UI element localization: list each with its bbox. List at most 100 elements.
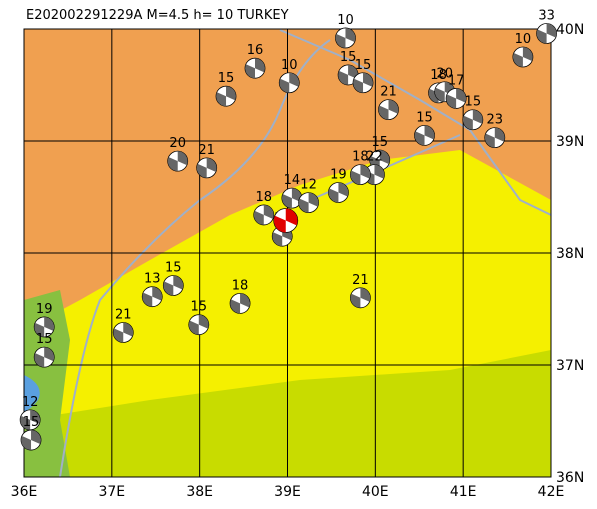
x-tick-label: 37E [98,484,125,500]
ball-quadrant [378,105,389,120]
beachball [141,286,163,308]
ball-quadrant [350,293,361,308]
ball-quadrant [494,127,505,142]
ball-quadrant [253,210,264,225]
depth-label: 15 [371,135,388,150]
ball-quadrant [31,430,41,445]
ball-quadrant [272,232,283,247]
x-tick-label: 39E [274,484,301,500]
ball-quadrant [350,170,361,185]
beachball [33,346,55,368]
depth-label: 15 [165,260,182,275]
depth-label: 12 [300,178,317,193]
ball-quadrant [298,198,309,213]
beachball [512,46,534,68]
ball-quadrant [462,115,473,130]
ball-quadrant [167,157,178,172]
beachball [462,109,484,131]
depth-label: 12 [22,395,39,410]
ball-quadrant [34,322,45,337]
beachball [188,314,210,336]
ball-quadrant [338,70,349,85]
ball-quadrant [328,188,339,203]
depth-label: 19 [330,168,347,183]
ball-quadrant [34,353,45,368]
depth-label: 15 [416,110,433,125]
ball-quadrant [230,299,241,314]
y-tick-label: 37N [556,358,584,374]
ball-quadrant [513,53,523,67]
beachball [167,150,189,172]
depth-label: 15 [36,332,53,347]
ball-quadrant [456,88,466,103]
ball-quadrant [472,109,483,124]
ball-quadrant [289,72,300,87]
depth-label: 18 [256,190,273,205]
ball-quadrant [279,78,290,93]
depth-label: 18 [232,278,249,293]
beachball [352,72,374,94]
ball-quadrant [163,281,174,296]
beachball [445,88,467,109]
y-tick-label: 36N [556,470,584,486]
beachball [536,23,558,44]
beachball [484,127,506,149]
beachball [328,182,349,203]
ball-quadrant [142,292,153,307]
x-tick-label: 38E [186,484,213,500]
ball-quadrant [360,164,371,179]
depth-label: 14 [284,173,301,188]
ball-quadrant [424,125,435,140]
depth-label: 21 [198,143,215,158]
title: E202002291229A M=4.5 h= 10 TURKEY [26,8,289,23]
ball-quadrant [338,182,349,197]
ball-quadrant [206,157,217,172]
ball-quadrant [374,164,385,179]
ball-quadrant [484,133,495,148]
depth-label: 15 [355,58,372,73]
depth-label: 15 [218,71,235,86]
depth-label: 16 [247,43,264,58]
ball-quadrant [353,78,364,93]
ball-quadrant [113,328,124,343]
depth-label: 21 [115,308,132,323]
x-tick-label: 42E [538,484,565,500]
ball-quadrant [308,192,319,207]
main-event [273,208,299,233]
ball-quadrant [285,208,298,226]
x-tick-label: 36E [11,484,38,500]
ball-quadrant [446,94,457,109]
ball-quadrant [273,215,286,233]
ball-quadrant [360,287,371,302]
ball-quadrant [44,316,55,331]
x-tick-label: 40E [362,484,389,500]
depth-label: 21 [380,85,397,100]
y-tick-label: 40N [556,22,584,38]
ball-quadrant [536,29,547,44]
depth-label: 17 [448,73,465,88]
ball-quadrant [414,131,425,146]
ball-quadrant [263,204,274,219]
beachball [215,85,237,107]
beachball [19,409,41,431]
ball-quadrant [198,314,209,329]
depth-label: 15 [340,50,357,65]
depth-label: 15 [191,300,208,315]
beachball [378,99,399,121]
ball-quadrant [216,92,227,107]
beachball [162,275,184,296]
ball-quadrant [240,293,250,308]
ball-quadrant [434,87,445,102]
beachball [253,204,275,226]
x-tick-label: 41E [450,484,477,500]
y-tick-label: 39N [556,134,584,150]
depth-label: 15 [23,415,40,430]
ball-quadrant [388,99,399,114]
depth-label: 13 [144,272,161,287]
beachball [20,429,42,451]
beachball [278,72,300,94]
ball-quadrant [546,23,557,38]
depth-label: 21 [352,273,369,288]
